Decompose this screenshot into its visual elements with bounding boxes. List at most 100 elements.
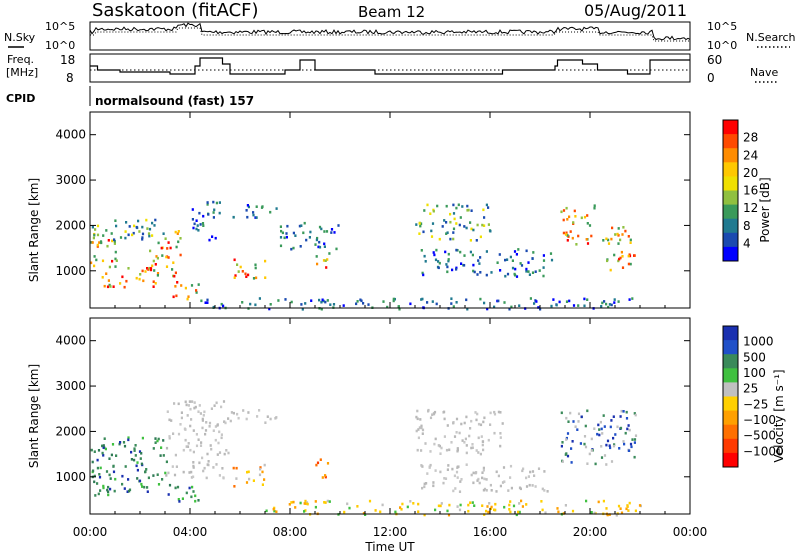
echo-cell bbox=[177, 402, 180, 406]
echo-cell bbox=[584, 424, 587, 428]
echo-cell bbox=[294, 234, 297, 237]
echo-cell bbox=[446, 231, 449, 234]
echo-cell bbox=[470, 446, 473, 450]
echo-cell bbox=[200, 299, 203, 303]
echo-cell bbox=[149, 249, 152, 253]
echo-cell bbox=[326, 499, 329, 503]
echo-cell bbox=[108, 457, 111, 460]
echo-cell bbox=[482, 468, 485, 472]
echo-cell bbox=[166, 247, 169, 250]
colorbar-swatch bbox=[723, 410, 738, 426]
echo-cell bbox=[192, 226, 195, 230]
echo-cell bbox=[168, 418, 171, 422]
echo-cell bbox=[233, 485, 236, 488]
echo-cell bbox=[629, 238, 632, 242]
echo-cell bbox=[571, 236, 574, 240]
echo-cell bbox=[440, 502, 443, 505]
echo-cell bbox=[625, 507, 628, 511]
echo-cell bbox=[221, 467, 224, 470]
echo-cell bbox=[195, 227, 198, 231]
echo-cell bbox=[508, 503, 511, 507]
echo-cell bbox=[97, 492, 100, 496]
echo-cell bbox=[469, 239, 472, 242]
echo-cell bbox=[409, 500, 412, 503]
echo-cell bbox=[439, 452, 442, 455]
echo-cell bbox=[122, 441, 126, 444]
echo-cell bbox=[449, 212, 452, 216]
echo-cell bbox=[432, 209, 435, 213]
echo-cell bbox=[177, 432, 181, 436]
echo-cell bbox=[599, 420, 602, 424]
echo-cell bbox=[471, 446, 474, 449]
echo-cell bbox=[220, 302, 223, 306]
echo-cell bbox=[619, 256, 622, 260]
echo-cell bbox=[450, 297, 453, 300]
echo-cell bbox=[172, 261, 175, 264]
echo-cell bbox=[499, 432, 502, 435]
echo-cell bbox=[199, 223, 202, 226]
cpid-label: CPID bbox=[6, 92, 35, 105]
echo-cell bbox=[152, 280, 155, 283]
echo-cell bbox=[224, 421, 227, 425]
echo-cell bbox=[482, 420, 485, 424]
echo-cell bbox=[451, 268, 454, 272]
echo-cell bbox=[99, 240, 103, 243]
echo-cell bbox=[483, 513, 486, 516]
echo-cell bbox=[420, 464, 423, 467]
colorbar-swatch bbox=[723, 190, 738, 206]
echo-cell bbox=[96, 466, 99, 470]
echo-cell bbox=[93, 480, 96, 484]
echo-cell bbox=[141, 238, 144, 241]
echo-cell bbox=[186, 414, 189, 417]
echo-cell bbox=[268, 307, 271, 311]
echo-cell bbox=[496, 261, 499, 264]
echo-cell bbox=[469, 501, 472, 504]
colorbar-swatch bbox=[723, 134, 738, 149]
echo-cell bbox=[140, 462, 143, 466]
echo-cell bbox=[620, 250, 623, 254]
echo-cell bbox=[490, 505, 493, 509]
echo-cell bbox=[174, 486, 177, 490]
echo-cell bbox=[435, 248, 438, 252]
echo-cell bbox=[127, 436, 130, 439]
echo-cell bbox=[125, 279, 128, 283]
echo-cell bbox=[489, 411, 492, 415]
echo-cell bbox=[619, 426, 623, 430]
echo-cell bbox=[564, 453, 567, 456]
echo-cell bbox=[138, 277, 141, 281]
velocity-echo-cells bbox=[90, 400, 642, 517]
echo-cell bbox=[527, 270, 530, 273]
echo-cell bbox=[121, 474, 124, 478]
echo-cell bbox=[201, 456, 204, 460]
echo-cell bbox=[124, 465, 127, 468]
echo-cell bbox=[134, 454, 137, 457]
echo-cell bbox=[430, 229, 433, 233]
echo-cell bbox=[499, 269, 502, 272]
echo-cell bbox=[482, 488, 485, 492]
echo-cell bbox=[330, 228, 334, 231]
echo-cell bbox=[96, 243, 99, 247]
echo-cell bbox=[184, 438, 187, 442]
echo-cell bbox=[290, 247, 293, 251]
echo-cell bbox=[489, 423, 492, 426]
echo-cell bbox=[136, 477, 139, 480]
echo-cell bbox=[566, 432, 570, 435]
echo-cell bbox=[184, 286, 187, 290]
echo-cell bbox=[379, 510, 382, 514]
echo-cell bbox=[124, 230, 127, 233]
echo-cell bbox=[622, 410, 625, 413]
echo-cell bbox=[113, 489, 116, 493]
echo-cell bbox=[245, 275, 248, 278]
echo-cell bbox=[552, 298, 555, 301]
echo-cell bbox=[194, 494, 197, 498]
echo-cell bbox=[449, 220, 452, 224]
echo-cell bbox=[139, 273, 142, 276]
echo-cell bbox=[167, 256, 170, 259]
echo-cell bbox=[112, 285, 115, 288]
echo-cell bbox=[218, 201, 221, 204]
freq-right-label: Nave bbox=[750, 66, 778, 79]
echo-cell bbox=[191, 208, 194, 211]
date-label: 05/Aug/2011 bbox=[584, 1, 687, 20]
echo-cell bbox=[324, 300, 327, 304]
echo-cell bbox=[146, 227, 149, 230]
